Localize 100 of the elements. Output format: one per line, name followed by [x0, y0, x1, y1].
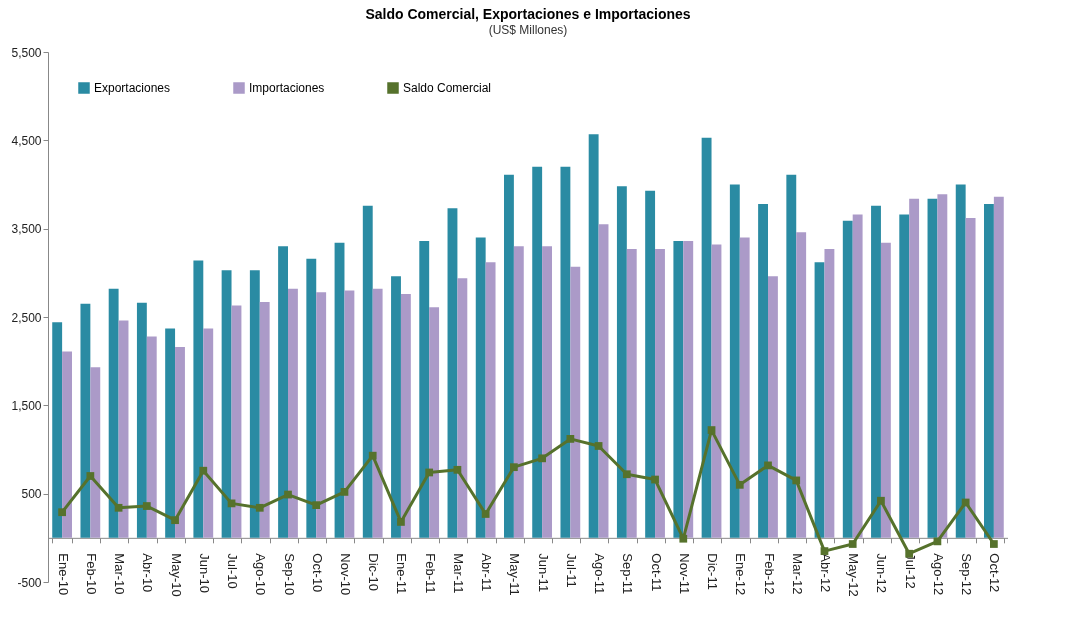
x-tick-label: Oct-11: [648, 553, 664, 592]
point: [255, 503, 264, 512]
bar: [683, 241, 694, 538]
bar: [429, 307, 440, 538]
bar: [768, 276, 778, 538]
bar: [400, 294, 411, 538]
point: [142, 502, 151, 510]
point: [312, 501, 321, 510]
bar: [965, 218, 976, 538]
x-tick-label: Jun-12: [874, 553, 890, 594]
x-tick-label: May-11: [507, 553, 523, 596]
x-tick-label: Mar-11: [450, 553, 466, 594]
point: [594, 442, 603, 450]
bar: [513, 246, 524, 538]
point: [707, 426, 716, 434]
x-tick-label: Oct-12: [987, 553, 1003, 593]
bar: [899, 214, 910, 538]
bar: [334, 242, 345, 538]
y-tick-label: 500: [21, 487, 42, 502]
x-tick-label: Ago-11: [592, 553, 608, 595]
x-tick-label: Feb-10: [83, 553, 99, 595]
point: [933, 537, 942, 546]
x-tick-label: Nov-10: [337, 553, 353, 596]
bar: [909, 198, 920, 538]
bar: [842, 220, 853, 538]
bar: [108, 288, 119, 538]
point: [425, 468, 434, 477]
bar: [80, 303, 91, 538]
bar: [52, 322, 63, 538]
point: [792, 476, 801, 485]
legend-label: Importaciones: [249, 81, 325, 95]
bar: [203, 328, 214, 538]
bar: [542, 246, 552, 538]
x-tick-label: Jul-10: [225, 553, 241, 589]
y-tick-label: 1,500: [11, 398, 42, 413]
bar: [391, 276, 401, 538]
x-tick-label: Feb-11: [422, 553, 438, 594]
x-tick-label: Oct-10: [309, 553, 325, 593]
bar: [852, 214, 863, 538]
point: [622, 470, 631, 479]
x-tick-label: Jun-11: [535, 553, 551, 593]
x-tick-label: Dic-11: [705, 553, 721, 590]
point: [848, 540, 857, 548]
bar: [485, 262, 496, 538]
bar: [880, 242, 891, 538]
point: [284, 490, 292, 499]
bar: [62, 351, 72, 538]
point: [764, 461, 772, 470]
bar: [927, 198, 938, 538]
bar: [90, 367, 101, 538]
y-tick-label: -500: [17, 575, 42, 590]
x-tick-label: Feb-12: [761, 553, 777, 595]
legend-label: Saldo Comercial: [403, 81, 492, 95]
point: [86, 472, 95, 480]
x-tick-label: Jul-11: [563, 553, 579, 588]
point: [510, 463, 518, 472]
point: [481, 510, 490, 518]
bar: [739, 237, 750, 538]
bar: [316, 292, 327, 538]
x-tick-label: Jun-10: [196, 553, 212, 594]
bar: [344, 290, 355, 538]
point: [171, 516, 179, 525]
chart-title: Saldo Comercial, Exportaciones e Importaciones: [365, 6, 691, 22]
point: [114, 503, 123, 512]
bar: [249, 270, 260, 538]
bar: [655, 248, 665, 538]
point: [566, 435, 575, 443]
bar: [796, 232, 807, 538]
point: [735, 480, 744, 489]
bar: [673, 241, 684, 538]
x-tick-label: Ene-12: [733, 553, 749, 596]
x-tick-label: Ene-11: [394, 553, 410, 595]
point: [990, 540, 998, 548]
point: [679, 534, 688, 543]
bar: [504, 174, 514, 538]
point: [651, 475, 659, 484]
bar: [532, 166, 543, 538]
bar: [824, 248, 835, 538]
x-tick-label: Mar-10: [112, 553, 128, 595]
point: [58, 508, 66, 517]
point: [368, 451, 377, 460]
bar: [937, 194, 948, 538]
legend-label: Exportaciones: [94, 81, 171, 95]
chart-subtitle: (US$ Millones): [488, 23, 568, 37]
bar: [193, 260, 204, 538]
bar: [598, 224, 609, 538]
bar: [814, 262, 825, 538]
y-tick-label: 2,500: [11, 310, 42, 325]
x-tick-label: Sep-10: [281, 553, 297, 596]
x-tick-label: Ago-12: [930, 553, 946, 596]
bar: [786, 174, 797, 538]
bar: [588, 134, 599, 538]
bar: [616, 186, 627, 538]
x-tick-label: Nov-11: [676, 553, 692, 595]
x-tick-label: Sep-11: [620, 553, 636, 595]
bar: [570, 266, 581, 538]
x-tick-label: Abr-12: [817, 553, 833, 593]
bar: [729, 184, 740, 538]
y-tick-label: 5,500: [11, 45, 42, 60]
point: [961, 498, 970, 507]
